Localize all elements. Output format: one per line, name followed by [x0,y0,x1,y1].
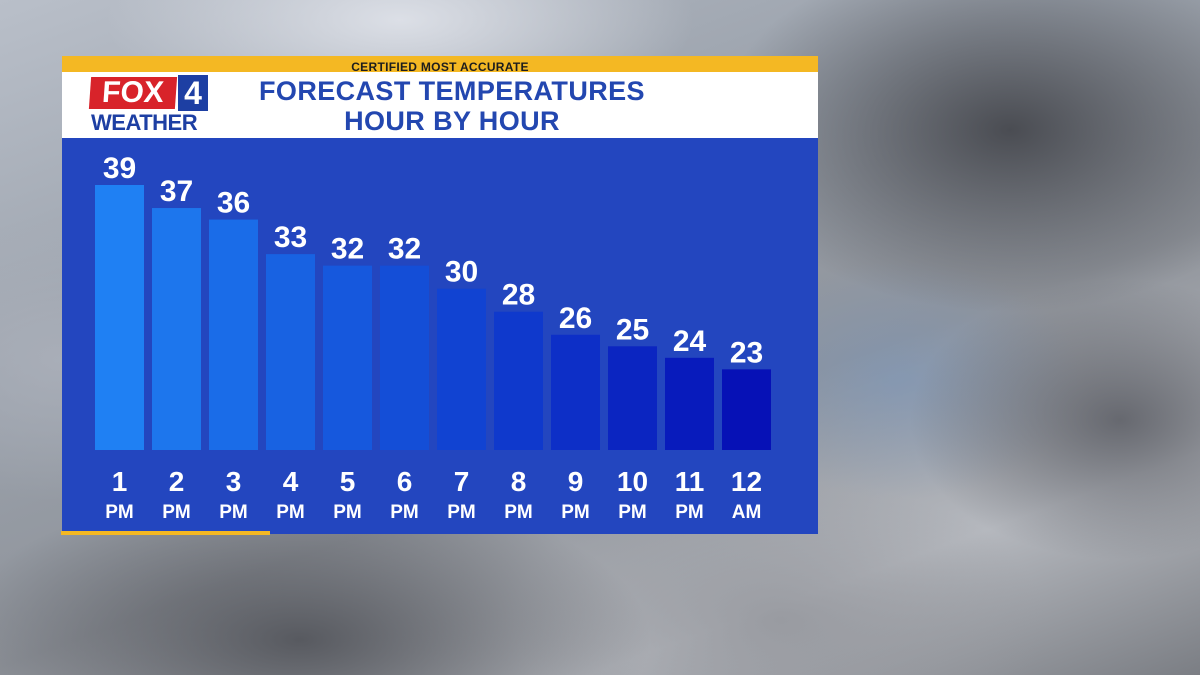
value-label: 37 [160,175,193,208]
hour-tick-label: 7 [454,466,470,497]
hour-tick-label: 9 [568,466,584,497]
period-tick-label: PM [105,502,134,523]
period-tick-label: PM [162,502,191,523]
value-label: 28 [502,279,535,312]
hour-tick-label: 8 [511,466,527,497]
certified-banner-text: CERTIFIED MOST ACCURATE [351,60,529,74]
fox4-weather-logo: FOX 4 WEATHER [88,74,212,136]
value-label: 33 [274,221,307,254]
value-label: 30 [445,256,478,289]
period-tick-label: AM [732,502,762,523]
period-tick-label: PM [561,502,590,523]
forecast-panel: CERTIFIED MOST ACCURATE FOX 4 WEATHER FO… [62,56,818,534]
hour-tick-label: 12 [731,466,762,497]
accent-bar [61,531,270,535]
hour-tick-label: 3 [226,466,242,497]
value-label: 23 [730,336,763,369]
bar-12-am [722,369,771,450]
hour-tick-label: 11 [675,466,705,497]
bar-2-pm [152,208,201,450]
page-title: FORECAST TEMPERATURES HOUR BY HOUR [232,76,672,136]
logo-fox: FOX [88,76,178,109]
panel-header: FOX 4 WEATHER FORECAST TEMPERATURES HOUR… [62,72,818,138]
bar-1-pm [95,185,144,450]
bar-7-pm [437,288,486,450]
hour-tick-label: 5 [340,466,356,497]
value-label: 39 [103,152,136,185]
hour-tick-label: 4 [283,466,299,497]
value-label: 25 [616,313,649,346]
period-tick-label: PM [675,502,704,523]
bar-6-pm [380,265,429,450]
period-tick-label: PM [618,502,647,523]
value-label: 32 [388,233,421,266]
bar-4-pm [266,254,315,450]
period-tick-label: PM [447,502,476,523]
value-label: 36 [217,187,250,220]
bar-9-pm [551,334,600,450]
period-tick-label: PM [276,502,305,523]
bar-11-pm [665,357,714,450]
hour-tick-label: 1 [112,466,128,497]
hour-tick-label: 10 [617,466,648,497]
certified-banner: CERTIFIED MOST ACCURATE [62,56,818,74]
bar-3-pm [209,219,258,450]
hour-tick-label: 2 [169,466,185,497]
bar-5-pm [323,265,372,450]
value-label: 24 [673,325,707,358]
period-tick-label: PM [390,502,419,523]
period-tick-label: PM [219,502,248,523]
value-label: 32 [331,233,364,266]
hour-tick-label: 6 [397,466,413,497]
logo-weather: WEATHER [91,110,198,135]
period-tick-label: PM [504,502,533,523]
bar-8-pm [494,311,543,450]
temperature-bar-chart: 39 1 PM 37 2 PM 36 3 PM 33 4 PM 32 5 PM 32 6 PM 30 7 PM 28 8 PM… [95,152,771,523]
title-line-2: HOUR BY HOUR [344,106,560,136]
period-tick-label: PM [333,502,362,523]
logo-number: 4 [178,75,208,111]
value-label: 26 [559,302,592,335]
title-line-1: FORECAST TEMPERATURES [259,76,645,106]
bar-10-pm [608,346,657,450]
